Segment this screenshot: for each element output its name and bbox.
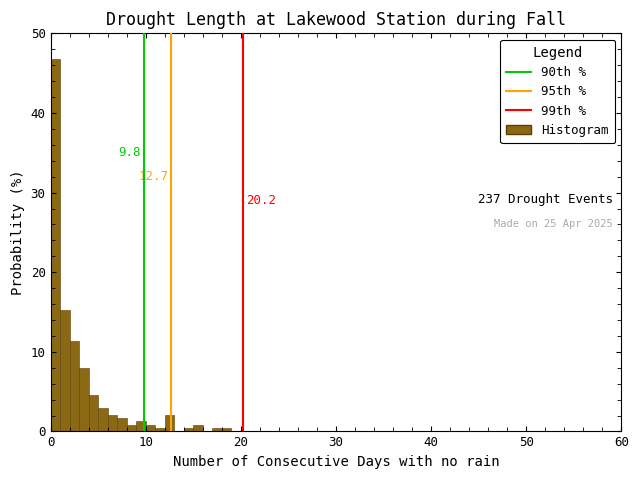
Bar (155, 428, 164, 432)
Bar (184, 428, 193, 432)
Bar (108, 415, 117, 432)
Bar (127, 425, 136, 432)
Bar (51, 59, 60, 432)
Bar (98, 408, 108, 432)
Bar (88, 395, 98, 432)
Bar (164, 415, 174, 432)
Bar (70, 341, 79, 432)
Text: 237 Drought Events: 237 Drought Events (478, 192, 613, 205)
Bar (79, 368, 88, 432)
Bar (60, 311, 70, 432)
X-axis label: Number of Consecutive Days with no rain: Number of Consecutive Days with no rain (173, 455, 499, 469)
Bar (117, 418, 127, 432)
Legend: 90th %, 95th %, 99th %, Histogram: 90th %, 95th %, 99th %, Histogram (500, 40, 615, 143)
Bar (146, 425, 155, 432)
Text: 9.8: 9.8 (118, 146, 141, 159)
Text: 20.2: 20.2 (246, 194, 276, 207)
Text: Made on 25 Apr 2025: Made on 25 Apr 2025 (494, 218, 613, 228)
Bar (212, 428, 222, 432)
Bar (222, 428, 231, 432)
Bar (136, 421, 146, 432)
Y-axis label: Probability (%): Probability (%) (11, 169, 25, 295)
Text: 12.7: 12.7 (138, 170, 168, 183)
Title: Drought Length at Lakewood Station during Fall: Drought Length at Lakewood Station durin… (106, 11, 566, 29)
Bar (193, 425, 203, 432)
